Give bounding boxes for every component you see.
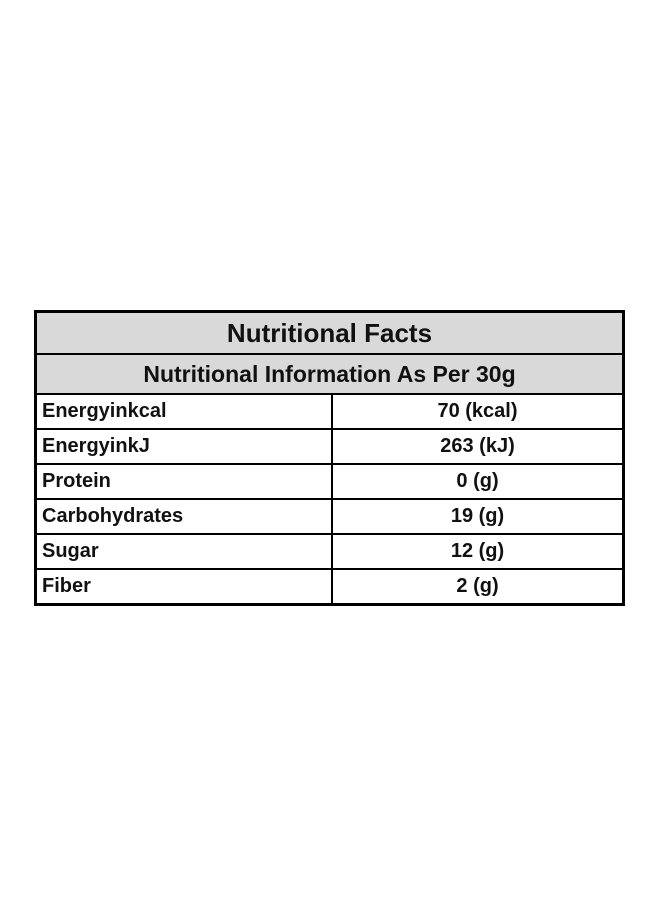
nutrient-value: 0 (g) (331, 463, 625, 500)
nutrient-name: Protein (34, 463, 333, 500)
row: Sugar 12 (g) (34, 533, 625, 570)
nutrient-name: EnergyinkJ (34, 428, 333, 465)
nutrition-table: Nutritional Facts Nutritional Informatio… (34, 310, 625, 606)
nutrient-name: Fiber (34, 568, 333, 606)
nutrient-value: 19 (g) (331, 498, 625, 535)
nutrient-value: 2 (g) (331, 568, 625, 606)
nutrient-name: Sugar (34, 533, 333, 570)
row: EnergyinkJ 263 (kJ) (34, 428, 625, 465)
row: Fiber 2 (g) (34, 568, 625, 606)
nutrient-value: 263 (kJ) (331, 428, 625, 465)
nutrient-value: 70 (kcal) (331, 393, 625, 430)
nutrient-name: Carbohydrates (34, 498, 333, 535)
table-title: Nutritional Facts (34, 310, 625, 355)
row: Energyinkcal 70 (kcal) (34, 393, 625, 430)
nutrient-value: 12 (g) (331, 533, 625, 570)
table-subtitle: Nutritional Information As Per 30g (34, 353, 625, 395)
row: Carbohydrates 19 (g) (34, 498, 625, 535)
row: Protein 0 (g) (34, 463, 625, 500)
nutrient-name: Energyinkcal (34, 393, 333, 430)
